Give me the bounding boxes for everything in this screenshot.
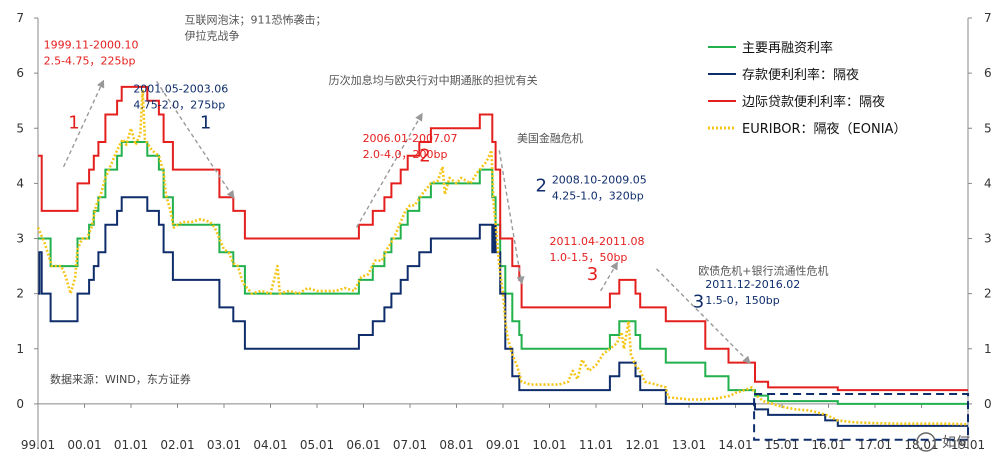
annotation-text: 历次加息均与欧央行对中期通胀的担忧有关 <box>329 73 538 87</box>
x-tick: 00.01 <box>67 438 101 452</box>
y-tick-right: 7 <box>984 11 992 25</box>
x-tick: 19.01 <box>951 438 985 452</box>
y-tick-left: 2 <box>16 287 24 301</box>
cycle-number: 1 <box>200 112 211 133</box>
x-tick: 99.01 <box>21 438 55 452</box>
annotation-text: 伊拉克战争 <box>184 29 239 43</box>
cycle-number: 3 <box>693 291 704 312</box>
y-tick-right: 0 <box>984 397 992 411</box>
source-note: 数据来源：WIND，东方证券 <box>50 372 191 386</box>
cycle-number: 2 <box>419 145 430 166</box>
annotation-text: 欧债危机+银行流通性危机 <box>698 263 828 277</box>
x-tick: 03.01 <box>207 438 241 452</box>
trend-arrows <box>62 79 751 364</box>
annotation-text: 2001.05-2003.06 <box>133 82 228 95</box>
annotation-text: 2011.04-2011.08 <box>550 235 645 248</box>
annotation-text: 1.5-0，150bp <box>705 294 779 307</box>
trend-arrow <box>62 79 105 168</box>
y-tick-right: 4 <box>984 176 992 190</box>
watermark-text: 如何 <box>942 435 970 451</box>
trend-arrow <box>498 150 525 285</box>
y-tick-right: 1 <box>984 342 992 356</box>
x-tick: 01.01 <box>114 438 148 452</box>
y-tick-left: 6 <box>16 66 24 80</box>
x-tick: 07.01 <box>393 438 427 452</box>
annotation-text: 4.25-1.0，320bp <box>552 189 644 202</box>
watermark-icon <box>916 432 936 452</box>
x-tick: 02.01 <box>160 438 194 452</box>
x-tick: 06.01 <box>346 438 380 452</box>
x-tick: 05.01 <box>300 438 334 452</box>
annotation-text: 美国金融危机 <box>517 131 583 145</box>
x-tick: 18.01 <box>904 438 938 452</box>
y-tick-left: 0 <box>16 397 24 411</box>
x-tick: 12.01 <box>625 438 659 452</box>
x-tick: 10.01 <box>532 438 566 452</box>
trend-arrow <box>155 81 235 199</box>
x-tick: 08.01 <box>439 438 473 452</box>
x-tick: 16.01 <box>811 438 845 452</box>
annotation-text: 4.75-2.0，275bp <box>133 98 225 111</box>
x-tick: 14.01 <box>718 438 752 452</box>
series-line-deposit <box>38 196 968 427</box>
annotation-text: 互联网泡沫；911恐怖袭击； <box>184 13 326 27</box>
series-line-marginal <box>38 85 968 392</box>
annotation-text: 1999.11-2000.10 <box>44 38 139 51</box>
tick-labels: 0 1 2 3 4 5 6 7 0 1 2 3 4 5 6 7 99.01 00.01 01.01 02.01 03.0… <box>16 11 991 452</box>
series-line-eonia <box>36 88 969 426</box>
y-tick-right: 2 <box>984 287 992 301</box>
watermark: 如何 <box>916 432 970 452</box>
cycle-number: 1 <box>68 112 79 133</box>
y-tick-left: 5 <box>16 121 24 135</box>
annotation-text: 2008.10-2009.05 <box>552 173 647 186</box>
y-tick-left: 1 <box>16 342 24 356</box>
y-tick-right: 3 <box>984 232 992 246</box>
legend-label-eonia: EURIBOR：隔夜（EONIA） <box>742 122 906 137</box>
legend-label-marginal: 边际贷款便利利率：隔夜 <box>742 94 885 110</box>
x-tick: 15.01 <box>765 438 799 452</box>
y-tick-left: 4 <box>16 176 24 190</box>
annotation-text: 2006.01-2007.07 <box>363 132 458 145</box>
legend-label-deposit: 存款便利利率：隔夜 <box>742 67 859 83</box>
y-tick-left: 3 <box>16 232 24 246</box>
x-tick: 04.01 <box>253 438 287 452</box>
annotation-text: 2.0-4.0，200bp <box>363 148 448 161</box>
cycle-number: 2 <box>536 176 547 197</box>
x-tick: 11.01 <box>579 438 613 452</box>
legend-label-mro: 主要再融资利率 <box>742 40 833 56</box>
x-tick: 17.01 <box>858 438 892 452</box>
x-tick: 09.01 <box>486 438 520 452</box>
series-line-mro <box>38 141 968 405</box>
annotations: 1999.11-2000.10 2.5-4.75，225bp 2001.05-200… <box>44 13 829 313</box>
trend-arrow <box>355 112 423 228</box>
x-tick: 13.01 <box>672 438 706 452</box>
trend-arrow <box>655 268 751 364</box>
trend-arrow <box>600 261 618 292</box>
negative-rate-box <box>753 392 969 441</box>
annotation-text: 2011.12-2016.02 <box>705 278 800 291</box>
annotation-text: 1.0-1.5，50bp <box>550 251 628 264</box>
annotation-text: 2.5-4.75，225bp <box>44 54 136 67</box>
cycle-number: 3 <box>587 264 598 285</box>
highlight-box <box>753 392 969 441</box>
series-lines <box>36 85 969 427</box>
y-tick-right: 5 <box>984 121 992 135</box>
y-tick-right: 6 <box>984 66 992 80</box>
y-tick-left: 7 <box>16 11 24 25</box>
